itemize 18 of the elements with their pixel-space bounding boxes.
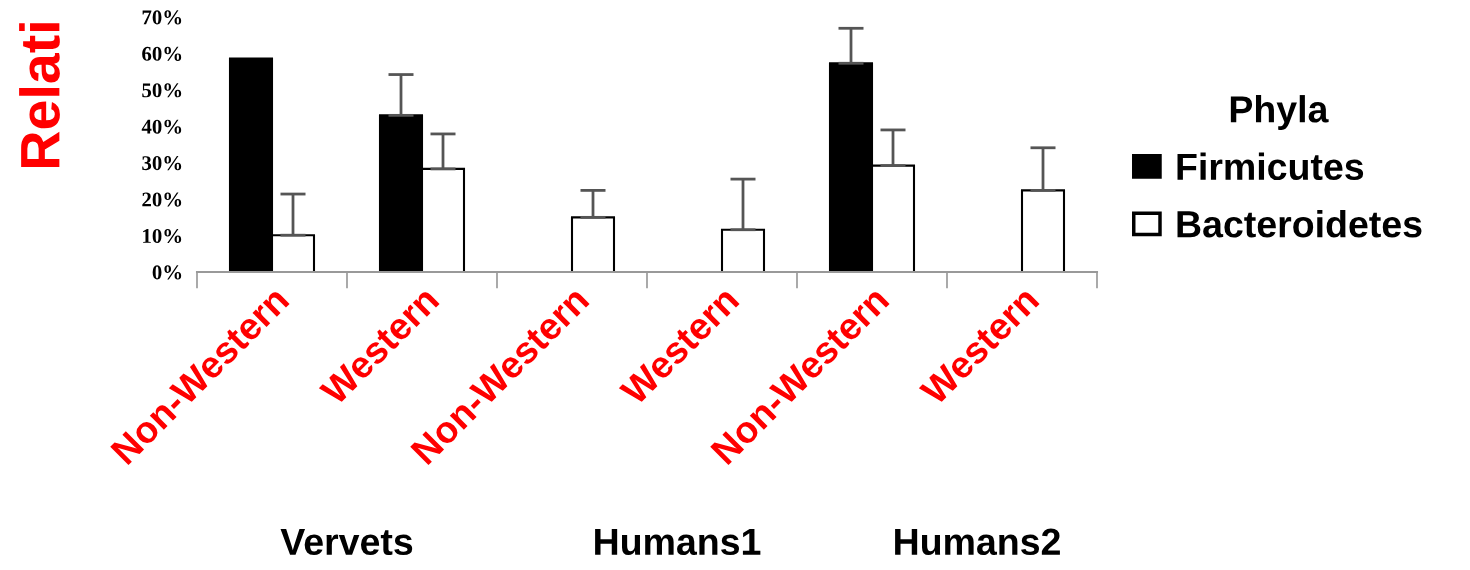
- y-tick-label: 30%: [142, 156, 182, 171]
- legend-label: Firmicutes: [1177, 152, 1364, 181]
- y-tick-label: 0%: [152, 265, 182, 280]
- bar: [1020, 189, 1066, 272]
- y-tick-label: 60%: [142, 46, 182, 61]
- text: Humans1: [595, 528, 761, 556]
- bar: [720, 228, 766, 272]
- text: Humans2: [895, 528, 1060, 556]
- y-tick-label: 10%: [143, 228, 182, 244]
- legend-label: Bacteroidetes: [1177, 209, 1422, 238]
- bar: [570, 216, 616, 272]
- legend-title: Phyla: [1230, 95, 1329, 131]
- y-axis-title: Relati: [19, 23, 60, 167]
- y-tick-label: 40%: [141, 119, 182, 134]
- y-tick-label: 20%: [142, 192, 182, 207]
- text: Vervets: [280, 528, 413, 556]
- y-tick-label: 50%: [142, 83, 182, 98]
- y-tick-label: 70%: [142, 10, 182, 25]
